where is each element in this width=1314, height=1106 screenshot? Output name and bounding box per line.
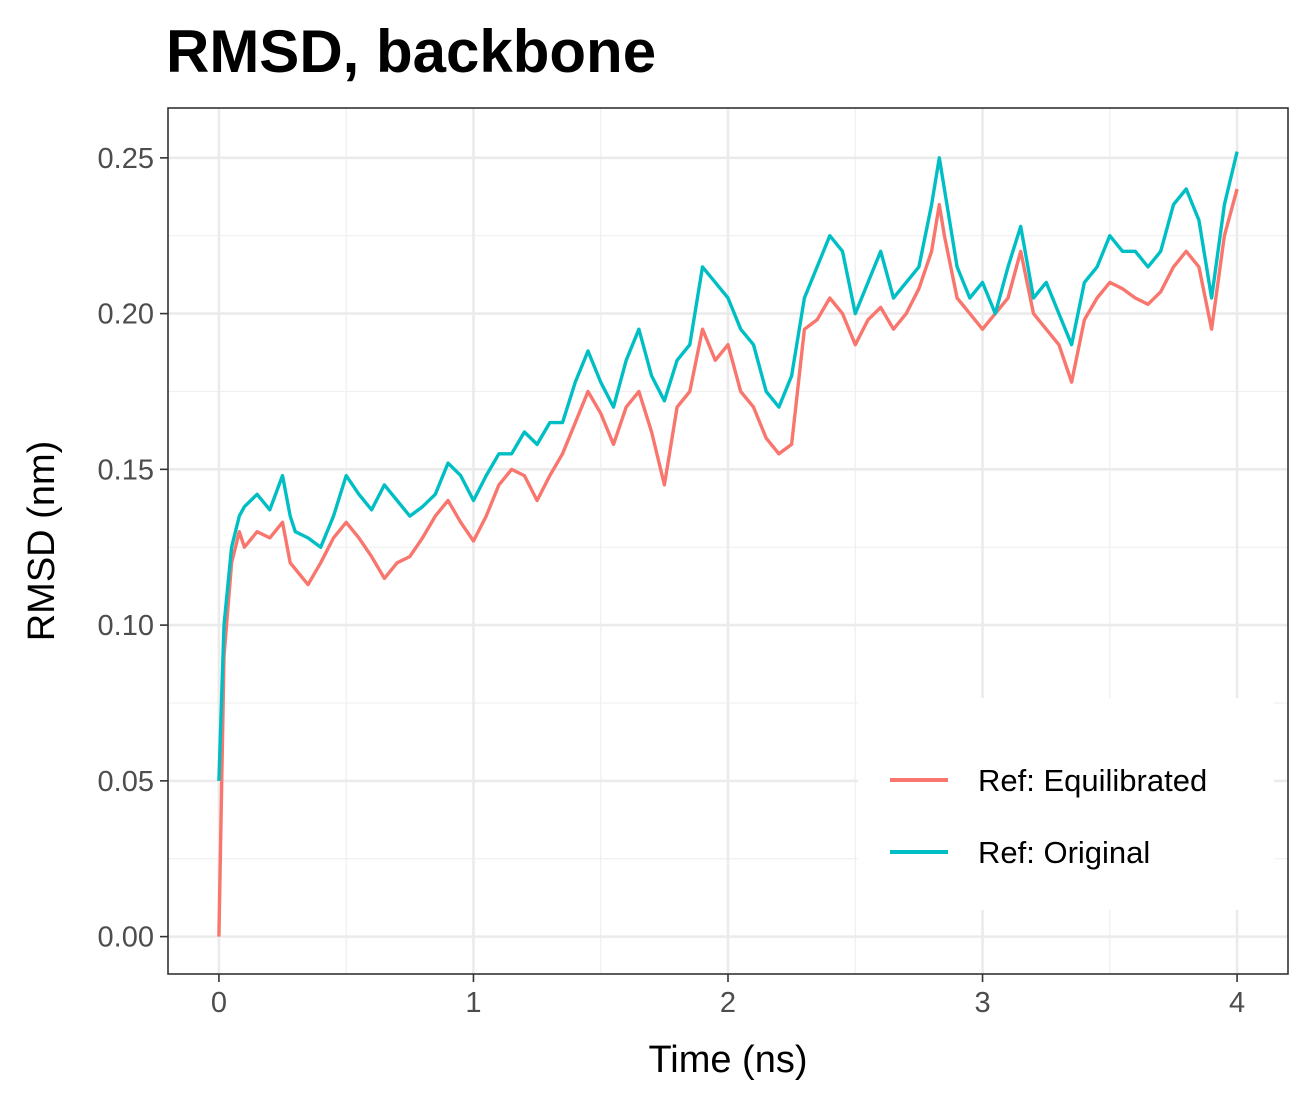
y-tick-label: 0.10 [98,610,154,642]
y-tick-label: 0.25 [98,143,154,175]
series-line-original [217,151,1239,781]
y-tick-label: 0.20 [98,299,154,331]
x-tick-label: 4 [1229,987,1245,1019]
x-axis-title: Time (ns) [648,1039,807,1081]
y-tick-label: 0.15 [98,454,154,486]
series-line-equilibrated [217,188,1239,937]
y-axis-title: RMSD (nm) [21,441,63,642]
x-tick-label: 2 [720,987,736,1019]
series-layer [217,151,1239,937]
legend: Ref: Equilibrated Ref: Original [858,698,1274,910]
y-tick-label: 0.05 [98,766,154,798]
x-tick-label: 0 [211,987,227,1019]
chart-title: RMSD, backbone [166,18,656,85]
x-axis: 0 1 2 3 4 [211,974,1245,1019]
legend-background [858,698,1274,910]
x-tick-label: 1 [465,987,481,1019]
y-axis: 0.00 0.05 0.10 0.15 0.20 0.25 [98,143,168,954]
legend-label-original: Ref: Original [978,835,1150,870]
y-tick-label: 0.00 [98,922,154,954]
legend-label-equilibrated: Ref: Equilibrated [978,763,1207,798]
x-tick-label: 3 [974,987,990,1019]
